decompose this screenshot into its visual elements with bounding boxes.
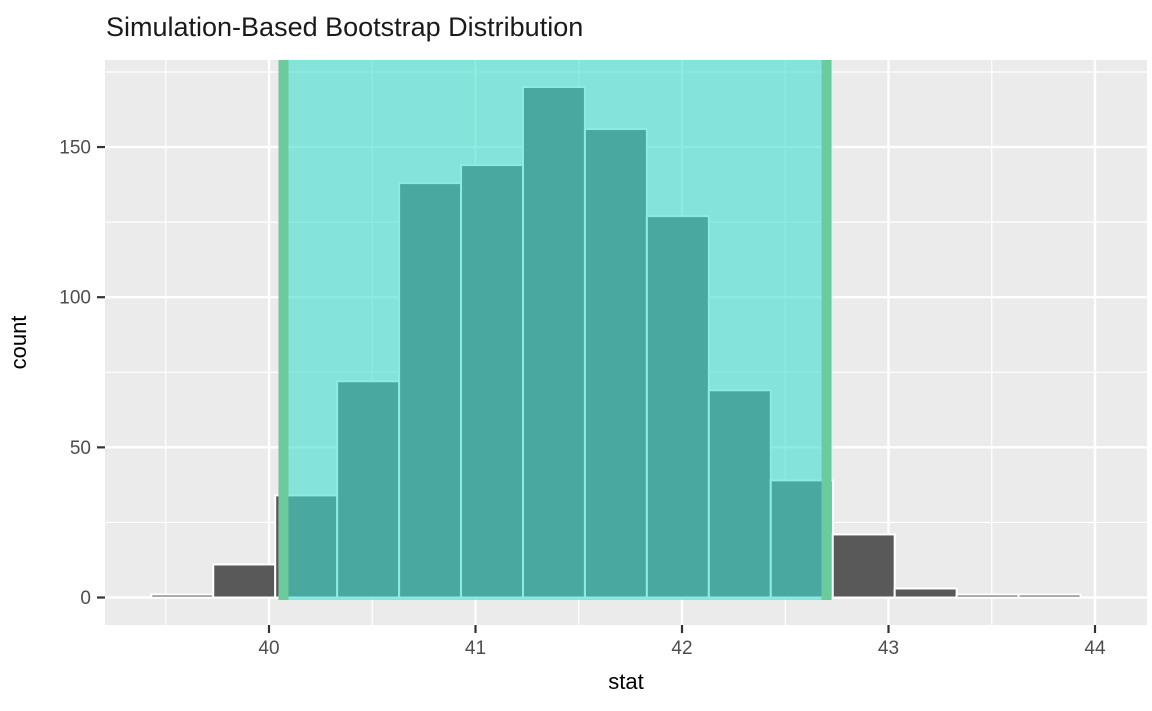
histogram-bar — [1017, 593, 1082, 599]
histogram-bar — [212, 563, 277, 599]
histogram-bar — [893, 587, 958, 599]
ci-upper-line — [821, 60, 832, 600]
y-tick-label: 50 — [70, 438, 91, 459]
ci-shade-region — [283, 60, 827, 600]
x-tick-label: 42 — [671, 638, 692, 659]
chart-title: Simulation-Based Bootstrap Distribution — [106, 12, 583, 42]
y-axis-label: count — [6, 316, 31, 370]
x-tick-label: 43 — [878, 638, 899, 659]
histogram-bar — [831, 533, 896, 599]
y-tick-label: 100 — [59, 288, 91, 309]
confidence-interval-lines — [278, 60, 832, 600]
histogram-bar — [955, 593, 1020, 599]
y-tick-label: 150 — [59, 138, 91, 159]
histogram-bar — [150, 593, 215, 599]
x-tick-label: 41 — [465, 638, 486, 659]
y-tick-label: 0 — [80, 588, 91, 609]
confidence-interval-shade — [283, 60, 827, 600]
axis-ticks: 40 41 42 43 44 0 50 100 150 — [59, 138, 1106, 659]
x-axis-label: stat — [608, 669, 643, 694]
x-tick-label: 44 — [1084, 638, 1106, 659]
ci-lower-line — [278, 60, 289, 600]
x-tick-label: 40 — [258, 638, 279, 659]
